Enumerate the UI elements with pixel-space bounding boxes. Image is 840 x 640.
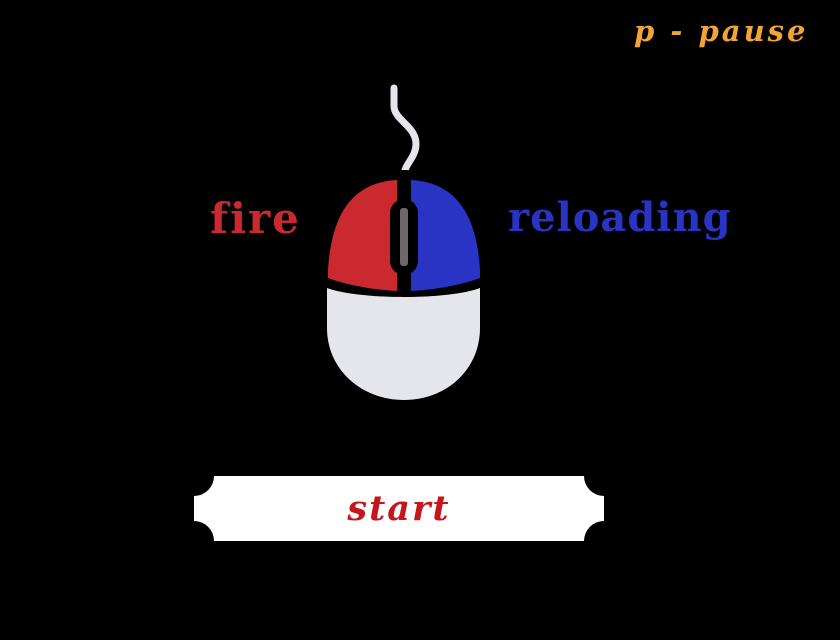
mouse-cable (390, 84, 420, 180)
scroll-wheel (400, 208, 408, 266)
start-button[interactable]: start (194, 476, 604, 541)
reloading-label: reloading (508, 194, 732, 241)
pause-hint: p - pause (634, 14, 809, 48)
mouse-left-button (328, 180, 397, 291)
mouse-right-button (411, 180, 480, 291)
mouse-body (327, 288, 480, 400)
start-label: start (347, 488, 451, 529)
ticket-shape (194, 476, 604, 541)
mouse-icon (322, 84, 486, 406)
fire-label: fire (210, 194, 301, 243)
